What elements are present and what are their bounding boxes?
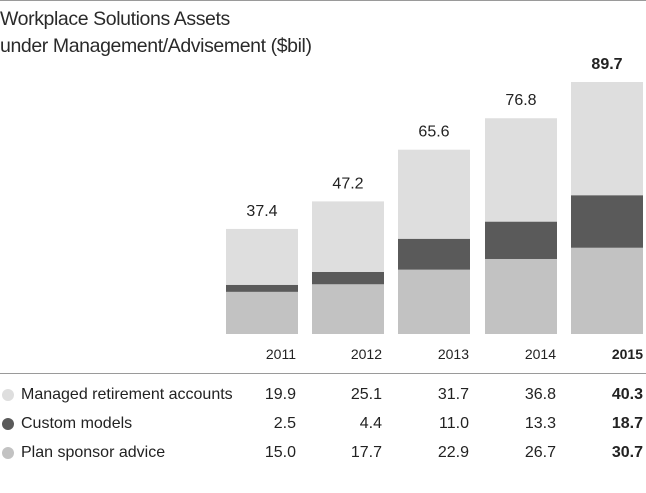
- bar-segment-2015-series-2: [571, 247, 643, 334]
- value-cell-2013-series-1: 11.0: [439, 415, 469, 432]
- legend-row-series-2: Plan sponsor advice 15.0 17.7 22.9 26.7 30.7: [0, 439, 646, 467]
- value-cell-2014-series-2: 26.7: [524, 444, 556, 461]
- chart-title-block: Workplace Solutions Assets under Managem…: [0, 6, 420, 60]
- chart-subtitle: under Management/Advisement ($bil): [0, 35, 312, 57]
- legend-swatch-series-1: [2, 418, 14, 430]
- bar-segment-2011-series-0: [226, 228, 298, 285]
- axis-rule: [0, 373, 646, 374]
- value-cell-2011-series-0: 19.9: [264, 386, 296, 403]
- value-cell-2011-series-1: 2.5: [273, 415, 296, 432]
- bar-segment-2012-series-2: [312, 284, 384, 334]
- bar-segment-2014-series-1: [485, 221, 557, 259]
- value-cell-2015-series-0: 40.3: [611, 386, 643, 403]
- value-cell-2012-series-0: 25.1: [350, 386, 382, 403]
- category-label-2015: 2015: [612, 346, 643, 362]
- value-cell-2013-series-0: 31.7: [437, 386, 469, 403]
- legend-label-series-0: Managed retirement accounts: [21, 386, 233, 403]
- total-label-2011: 37.4: [246, 203, 277, 220]
- total-label-2014: 76.8: [505, 92, 536, 109]
- total-label-2013: 65.6: [418, 124, 449, 141]
- total-label-2015: 89.7: [591, 56, 622, 73]
- value-cell-2013-series-2: 22.9: [437, 444, 469, 461]
- legend-swatch-series-0: [2, 389, 14, 401]
- legend-label-series-2: Plan sponsor advice: [21, 444, 166, 461]
- total-label-2012: 47.2: [332, 175, 363, 192]
- legend-label-series-1: Custom models: [21, 415, 133, 432]
- category-label-2013: 2013: [438, 346, 469, 362]
- legend-row-series-0: Managed retirement accounts 19.9 25.1 31.7 3…: [0, 381, 646, 409]
- bar-segment-2013-series-0: [398, 149, 470, 239]
- value-cell-2012-series-1: 4.4: [359, 415, 382, 432]
- value-cell-2015-series-1: 18.7: [611, 415, 643, 432]
- category-label-2011: 2011: [266, 346, 296, 362]
- value-cell-2012-series-2: 17.7: [350, 444, 382, 461]
- chart-title: Workplace Solutions Assets: [0, 8, 230, 30]
- legend-swatch-series-2: [2, 447, 14, 459]
- category-label-2014: 2014: [525, 346, 556, 362]
- bar-segment-2014-series-2: [485, 258, 557, 334]
- bar-segment-2014-series-0: [485, 118, 557, 222]
- top-rule: [0, 0, 646, 1]
- value-cell-2011-series-2: 15.0: [264, 444, 296, 461]
- bar-segment-2013-series-2: [398, 269, 470, 334]
- value-cell-2015-series-2: 30.7: [611, 444, 643, 461]
- bar-segment-2011-series-1: [226, 284, 298, 292]
- bar-segment-2012-series-0: [312, 201, 384, 272]
- bar-segment-2012-series-1: [312, 271, 384, 285]
- legend-row-series-1: Custom models 2.5 4.4 11.0 13.3 18.7: [0, 410, 646, 438]
- bar-segment-2015-series-0: [571, 82, 643, 196]
- value-cell-2014-series-1: 13.3: [524, 415, 556, 432]
- bar-segment-2011-series-2: [226, 291, 298, 334]
- bar-segment-2013-series-1: [398, 238, 470, 270]
- category-label-2012: 2012: [351, 346, 382, 362]
- bar-segment-2015-series-1: [571, 195, 643, 248]
- value-cell-2014-series-0: 36.8: [524, 386, 556, 403]
